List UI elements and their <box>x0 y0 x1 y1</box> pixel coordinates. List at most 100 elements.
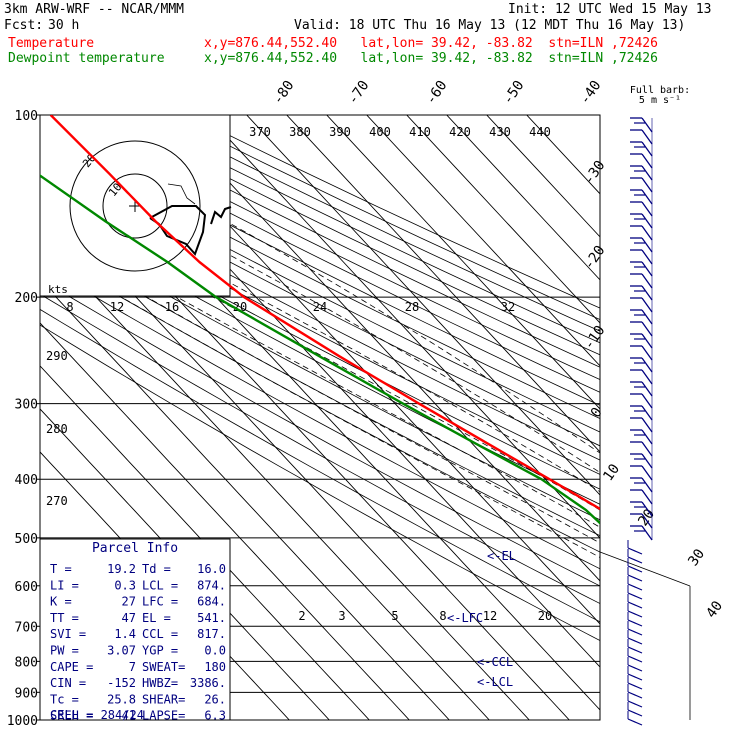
forecast-hour: 30 h <box>48 18 80 33</box>
pressure-tick-label: 600 <box>15 580 38 595</box>
wind-barb <box>641 273 653 289</box>
theta-side-label: 270 <box>46 494 68 508</box>
wind-barb <box>641 525 653 541</box>
dry-adiabat-line <box>40 147 600 433</box>
theta-label: 410 <box>409 125 431 139</box>
dry-adiabat-line <box>84 115 600 368</box>
hodograph-units: kts <box>48 283 68 296</box>
wind-barb <box>627 547 643 555</box>
isotherm-line <box>366 115 600 367</box>
temperature-legend: Temperature <box>8 36 95 51</box>
wind-barbs <box>627 117 653 726</box>
wind-barb <box>627 565 643 573</box>
isotherm-label: -40 <box>577 78 605 108</box>
parcel-field-label: SREH = <box>50 709 93 723</box>
level-marker: <-LFC <box>447 611 483 625</box>
mixing-ratio-line <box>665 586 740 720</box>
wind-barb <box>641 333 653 349</box>
wind-barb <box>627 628 643 636</box>
dry-adiabat-line <box>40 209 600 505</box>
isotherm-label: -70 <box>345 78 373 108</box>
wind-barb <box>641 489 653 505</box>
wind-barb <box>641 201 653 217</box>
parcel-field-label: TT = <box>50 611 79 625</box>
wind-barb <box>627 637 643 645</box>
wind-barb <box>641 465 653 481</box>
level-marker: <-CCL <box>477 655 513 669</box>
parcel-field-value: 26. <box>204 692 226 706</box>
parcel-field-label: HWBZ= <box>142 676 178 690</box>
dry-adiabat-line <box>40 278 600 587</box>
dry-adiabat-line <box>40 324 600 642</box>
frame-edge <box>599 551 691 587</box>
wind-barb <box>641 309 653 325</box>
theta-label: 400 <box>369 125 391 139</box>
pressure-tick-label: 800 <box>15 655 38 670</box>
parcel-field-label: LI = <box>50 578 79 592</box>
parcel-field-label: T = <box>50 562 72 576</box>
isotherm-label: 10 <box>600 461 623 484</box>
pressure-tick-label: 300 <box>15 398 38 413</box>
pressure-tick-label: 500 <box>15 532 38 547</box>
dry-adiabat-line <box>63 115 600 381</box>
dry-adiabat-line <box>40 293 600 605</box>
theta-label: 370 <box>249 125 271 139</box>
mixing-ratio-label: 24 <box>313 300 327 314</box>
wind-barb <box>641 237 653 253</box>
isotherm-line <box>40 150 570 720</box>
parcel-field-value: 684. <box>197 595 226 609</box>
barb-legend-title: Full barb: <box>630 85 690 96</box>
wind-barb <box>627 619 643 627</box>
wind-barb <box>627 655 643 663</box>
wind-barb <box>627 682 643 690</box>
parcel-field-label: SVI = <box>50 627 86 641</box>
isotherm-label: -20 <box>581 243 609 273</box>
mixing-ratio-low-label: 3 <box>338 609 345 623</box>
parcel-field-label: CCL = <box>142 627 178 641</box>
moist-adiabat-line <box>40 249 600 558</box>
dry-adiabat-line <box>40 135 600 419</box>
isotherm-label: -50 <box>500 78 528 108</box>
parcel-field-value: 3386. <box>190 676 226 690</box>
wind-barb <box>641 393 653 409</box>
parcel-cell: CELL = 284/24 <box>50 708 144 722</box>
isotherm-label: 0 <box>588 405 606 421</box>
dry-adiabat-line <box>40 308 600 623</box>
wind-barb <box>641 285 653 301</box>
wind-barb <box>641 249 653 265</box>
parcel-field-value: 3.07 <box>107 644 136 658</box>
parcel-field-value: 19.2 <box>107 562 136 576</box>
wind-barb <box>641 453 653 469</box>
isotherm-label: -80 <box>270 78 298 108</box>
isotherm-line <box>286 115 600 453</box>
parcel-field-label: SHEAR= <box>142 692 185 706</box>
parcel-field-label: CIN = <box>50 676 86 690</box>
dry-adiabat-line <box>40 183 600 475</box>
wind-barb <box>641 441 653 457</box>
parcel-field-label: EL = <box>142 611 171 625</box>
wind-barb <box>641 477 653 493</box>
dry-adiabat-line <box>187 115 600 309</box>
wind-barb <box>627 709 643 717</box>
barb-legend-units: 5 m s⁻¹ <box>639 95 681 106</box>
dewpoint-profile <box>40 174 600 525</box>
theta-label: 430 <box>489 125 511 139</box>
wind-barb <box>627 556 643 564</box>
parcel-field-label: Tc = <box>50 692 79 706</box>
theta-label: 420 <box>449 125 471 139</box>
temperature-station-info: x,y=876.44,552.40 lat,lon= 39.42, -83.82… <box>204 36 658 51</box>
parcel-box <box>39 538 231 721</box>
level-marker: <-LCL <box>477 675 513 689</box>
init-time: Init: 12 UTC Wed 15 May 13 <box>508 2 712 17</box>
wind-barb <box>641 165 653 181</box>
theta-side-label: 290 <box>46 349 68 363</box>
mixing-ratio-label: 20 <box>233 300 247 314</box>
wind-barb <box>641 381 653 397</box>
wind-barb <box>627 673 643 681</box>
wind-barb <box>627 583 643 591</box>
wind-barb <box>627 601 643 609</box>
pressure-tick-label: 100 <box>15 109 38 124</box>
isotherm-line <box>126 115 600 625</box>
parcel-field-value: 7 <box>129 660 136 674</box>
mixing-ratio-low-label: 5 <box>391 609 398 623</box>
